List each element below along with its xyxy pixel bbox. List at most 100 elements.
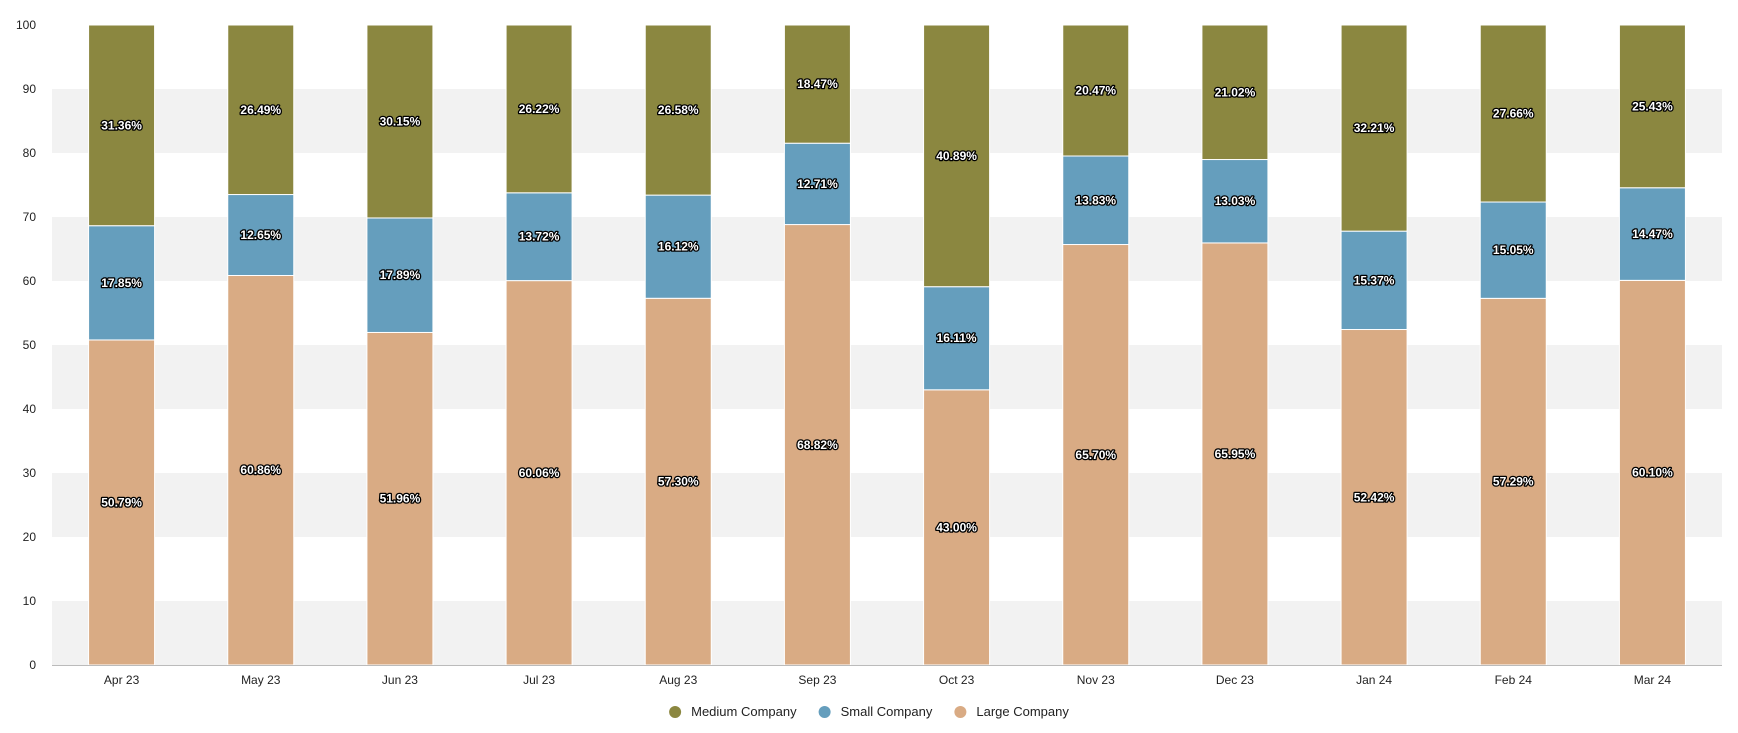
data-labels-layer: 50.79% 17.85% 31.36% 60.86% 12.65% 26.49% 51.9… — [100, 76, 1674, 536]
bar-segment-small-company[interactable] — [227, 194, 295, 276]
x-axis: Apr 23 May 23 Jun 23 Jul 23 Aug 23 Sep 23 Oct … — [52, 665, 1722, 687]
y-tick-label: 10 — [23, 594, 37, 608]
bar-segment-large-company[interactable] — [644, 297, 712, 666]
data-label: 31.36% — [101, 118, 142, 132]
bar-segment-small-company[interactable] — [783, 142, 851, 226]
bar-segment-large-company[interactable] — [1340, 329, 1408, 666]
data-label: 16.11% — [937, 331, 977, 345]
x-tick-label: Jan 24 — [1356, 673, 1392, 687]
y-tick-label: 70 — [23, 210, 37, 224]
data-label: 13.83% — [1075, 193, 1116, 207]
bar-segment-medium-company[interactable] — [1340, 24, 1408, 232]
bar-segment-small-company[interactable] — [505, 192, 573, 282]
data-label: 32.21% — [1354, 121, 1395, 135]
y-tick-label: 0 — [29, 658, 36, 672]
data-label: 13.03% — [1215, 194, 1256, 208]
data-label: 26.22% — [519, 102, 560, 116]
x-tick-label: Nov 23 — [1077, 673, 1115, 687]
y-tick-label: 40 — [23, 402, 37, 416]
data-label: 27.66% — [1493, 107, 1534, 121]
y-tick-label: 100 — [16, 18, 36, 32]
x-tick-label: May 23 — [241, 673, 281, 687]
data-label: 43.00% — [936, 520, 977, 534]
data-label: 12.71% — [797, 177, 838, 191]
bar-segment-small-company[interactable] — [88, 225, 156, 341]
x-tick-label: Jun 23 — [382, 673, 418, 687]
data-label: 51.96% — [380, 492, 421, 506]
x-tick-label: Mar 24 — [1634, 673, 1672, 687]
bar-segment-medium-company[interactable] — [1062, 24, 1130, 157]
data-label: 52.42% — [1354, 490, 1395, 504]
grid-band — [52, 601, 1722, 665]
bar-segment-medium-company[interactable] — [1479, 24, 1547, 203]
bar-segment-small-company[interactable] — [1618, 187, 1686, 281]
grid-bands — [52, 89, 1722, 665]
x-tick-label: Sep 23 — [798, 673, 836, 687]
bars-layer — [88, 24, 1686, 666]
bar-segment-large-company[interactable] — [923, 389, 991, 666]
y-tick-label: 80 — [23, 146, 37, 160]
data-label: 13.72% — [519, 230, 560, 244]
bar-segment-medium-company[interactable] — [923, 24, 991, 288]
bar-segment-large-company[interactable] — [88, 339, 156, 666]
bar-segment-small-company[interactable] — [1201, 159, 1269, 244]
grid-band — [52, 89, 1722, 153]
grid-band — [52, 473, 1722, 537]
data-label: 14.47% — [1632, 227, 1673, 241]
data-label: 30.15% — [380, 114, 421, 128]
data-label: 17.89% — [380, 268, 421, 282]
x-tick-label: Feb 24 — [1495, 673, 1533, 687]
x-tick-label: Apr 23 — [104, 673, 140, 687]
legend-item-small-company[interactable]: Small Company — [818, 704, 933, 719]
data-label: 57.29% — [1493, 475, 1534, 489]
bar-segment-large-company[interactable] — [783, 224, 851, 666]
grid-band — [52, 345, 1722, 409]
bar-segment-small-company[interactable] — [366, 217, 434, 333]
x-tick-label: Aug 23 — [659, 673, 697, 687]
bar-segment-large-company[interactable] — [505, 280, 573, 666]
bar-segment-medium-company[interactable] — [783, 24, 851, 144]
bar-segment-medium-company[interactable] — [1618, 24, 1686, 189]
data-label: 21.02% — [1215, 85, 1256, 99]
data-label: 60.86% — [240, 463, 281, 477]
bar-segment-medium-company[interactable] — [227, 24, 295, 196]
legend-label: Small Company — [841, 704, 933, 719]
data-label: 18.47% — [797, 77, 838, 91]
bar-segment-medium-company[interactable] — [88, 24, 156, 227]
bar-segment-small-company[interactable] — [1062, 155, 1130, 246]
data-label: 65.70% — [1075, 448, 1116, 462]
y-tick-label: 90 — [23, 82, 37, 96]
bar-segment-medium-company[interactable] — [644, 24, 712, 196]
bar-segment-small-company[interactable] — [923, 286, 991, 391]
data-label: 20.47% — [1075, 84, 1116, 98]
legend-item-large-company[interactable]: Large Company — [954, 704, 1069, 719]
legend[interactable]: Medium Company Small Company Large Company — [669, 704, 1069, 719]
legend-swatch — [669, 706, 682, 718]
data-label: 40.89% — [936, 149, 977, 163]
legend-swatch — [818, 706, 831, 718]
bar-segment-small-company[interactable] — [1340, 230, 1408, 331]
data-label: 16.12% — [658, 240, 699, 254]
data-label: 15.37% — [1354, 273, 1395, 287]
data-label: 15.05% — [1493, 243, 1534, 257]
legend-item-medium-company[interactable]: Medium Company — [669, 704, 797, 719]
data-label: 57.30% — [658, 475, 699, 489]
data-label: 50.79% — [101, 495, 142, 509]
y-axis: 0 10 20 30 40 50 60 70 80 90 100 — [16, 18, 36, 672]
y-tick-label: 20 — [23, 530, 37, 544]
bar-segment-large-company[interactable] — [1201, 242, 1269, 666]
legend-swatch — [954, 706, 967, 718]
legend-label: Medium Company — [691, 704, 797, 719]
bar-segment-large-company[interactable] — [227, 274, 295, 666]
data-label: 25.43% — [1632, 99, 1673, 113]
bar-segment-medium-company[interactable] — [505, 24, 573, 194]
bar-segment-medium-company[interactable] — [366, 24, 434, 219]
bar-segment-small-company[interactable] — [1479, 201, 1547, 299]
bar-segment-medium-company[interactable] — [1201, 24, 1269, 161]
legend-label: Large Company — [976, 704, 1069, 719]
x-tick-label: Oct 23 — [939, 673, 975, 687]
x-tick-label: Jul 23 — [523, 673, 555, 687]
data-label: 17.85% — [101, 276, 142, 290]
